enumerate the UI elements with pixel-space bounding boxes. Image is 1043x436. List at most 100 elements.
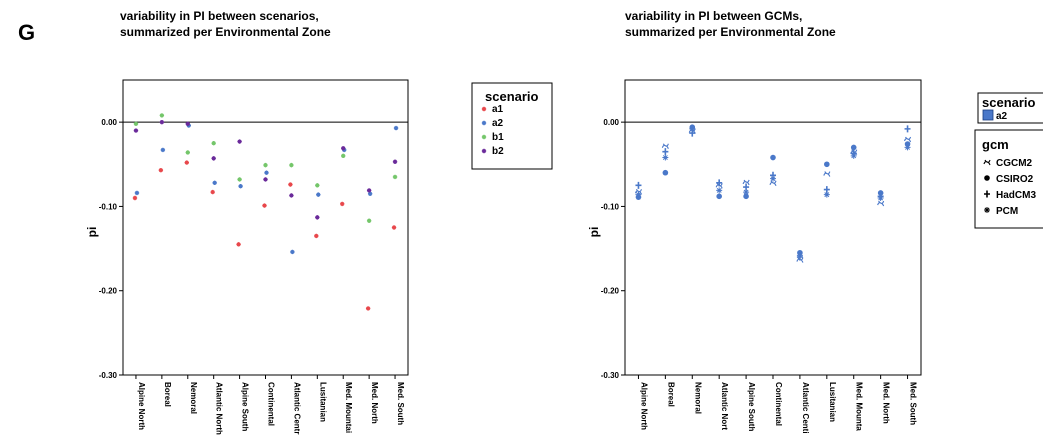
data-point-pcm [850, 152, 857, 159]
data-point-a1 [262, 203, 267, 208]
data-point-a2 [160, 147, 166, 153]
data-point-b2 [133, 128, 139, 133]
legend-item-a2: a2 [996, 111, 1008, 122]
data-point-a1 [210, 189, 215, 195]
data-point-csiro2 [743, 193, 749, 200]
legend-marker-pcm [984, 207, 990, 213]
legend-scenario: scenario a2 [977, 92, 1043, 124]
x-tick-label: Alpine South [241, 382, 250, 431]
data-point-b2 [341, 146, 346, 151]
data-point-a2 [238, 184, 243, 189]
data-point-cgcm2 [904, 136, 912, 143]
y-tick-label: -0.30 [601, 371, 620, 380]
data-point-b1 [392, 174, 398, 180]
data-point-pcm [823, 191, 830, 198]
legend-scenario: scenario a1 a2 b1 b2 [471, 82, 553, 170]
data-point-a1 [365, 306, 371, 311]
x-tick-label: Med. Mountai [344, 382, 353, 433]
data-point-b2 [185, 121, 190, 127]
data-point-b1 [315, 183, 320, 188]
legend-marker-csiro2 [984, 175, 990, 181]
x-ticks: Alpine North Boreal Nemoral Atlantic Nort Al… [637, 375, 918, 434]
data-point-csiro2 [850, 144, 857, 151]
y-tick-label: 0.00 [101, 118, 117, 127]
data-point-a2 [212, 180, 217, 186]
x-tick-label: Nemoral [693, 382, 702, 414]
points [625, 121, 921, 263]
legend-marker-a2 [481, 120, 487, 126]
chart-scenarios: variability in PI between scenarios, sum… [85, 9, 553, 435]
data-point-pcm [796, 252, 803, 259]
y-ticks: 0.00 -0.10 -0.20 -0.30 [601, 118, 625, 380]
data-point-pcm [743, 189, 750, 196]
x-tick-label: Lusitanian [828, 382, 837, 422]
data-point-pcm [877, 195, 884, 201]
x-tick-label: Continental [267, 382, 276, 426]
x-tick-label: Lusitanian [318, 382, 327, 422]
data-point-b2 [289, 193, 294, 198]
data-point-b1 [341, 153, 346, 159]
y-tick-label: -0.10 [601, 202, 620, 211]
data-point-b1 [159, 113, 165, 118]
legend-item-b2: b2 [492, 146, 504, 157]
chart-gcms: variability in PI between GCMs, summariz… [587, 9, 1043, 434]
data-point-a2 [367, 191, 373, 196]
data-point-a1 [132, 195, 138, 201]
x-tick-label: Med. Mounta [855, 382, 864, 431]
data-point-pcm [662, 154, 669, 161]
data-point-a1 [340, 201, 345, 207]
data-point-hadcm3 [635, 181, 642, 189]
data-point-a1 [184, 160, 189, 165]
x-tick-label: Alpine South [747, 382, 756, 431]
x-tick-label: Med. South [396, 382, 405, 425]
x-tick-label: Med. South [909, 382, 918, 425]
legend-marker-a1 [481, 106, 487, 112]
data-point-b2 [237, 139, 242, 144]
data-point-cgcm2 [742, 179, 750, 186]
legend-marker-b1 [481, 134, 487, 140]
plot-frame [624, 79, 922, 376]
chart-subtitle: summarized per Environmental Zone [625, 25, 836, 39]
data-point-a1 [158, 167, 164, 173]
x-tick-label: Atlantic Nort [720, 382, 729, 430]
legend-marker-cgcm2 [983, 159, 991, 166]
chart-title: variability in PI between GCMs, [625, 9, 802, 23]
points [123, 113, 408, 311]
data-point-hadcm3 [904, 125, 911, 133]
data-point-csiro2 [824, 161, 830, 168]
data-point-a1 [391, 225, 397, 230]
data-point-a1 [288, 182, 293, 187]
data-point-a1 [314, 233, 319, 239]
legend-item-hadcm3: HadCM3 [996, 190, 1036, 201]
x-tick-label: Boreal [666, 382, 675, 407]
legend-item-pcm: PCM [996, 206, 1018, 217]
legend-frame [471, 82, 553, 170]
x-tick-label: Alpine North [137, 382, 146, 430]
data-point-b1 [185, 150, 190, 155]
legend-title: scenario [982, 95, 1036, 110]
legend-marker-hadcm3 [984, 190, 990, 198]
data-point-a2 [134, 190, 140, 196]
data-point-csiro2 [662, 169, 669, 176]
data-point-cgcm2 [769, 180, 777, 187]
data-point-b1 [237, 177, 242, 182]
data-point-csiro2 [716, 193, 722, 200]
legend-item-b1: b1 [492, 132, 504, 143]
legend-marker-b2 [481, 148, 487, 154]
data-point-hadcm3 [716, 179, 723, 187]
legend-item-cgcm2: CGCM2 [996, 158, 1033, 169]
y-tick-label: -0.30 [99, 371, 118, 380]
data-point-pcm [716, 187, 723, 194]
data-point-hadcm3 [662, 148, 669, 156]
data-point-b1 [211, 141, 216, 146]
x-tick-label: Continental [774, 382, 783, 426]
data-point-csiro2 [770, 154, 776, 161]
y-tick-label: -0.20 [601, 287, 620, 296]
legend-item-a1: a1 [492, 104, 504, 115]
data-point-a2 [264, 170, 269, 175]
y-tick-label: -0.10 [99, 202, 118, 211]
data-point-b1 [289, 162, 294, 168]
data-point-a1 [236, 242, 241, 247]
data-point-pcm [689, 125, 696, 132]
x-tick-label: Boreal [163, 382, 172, 407]
